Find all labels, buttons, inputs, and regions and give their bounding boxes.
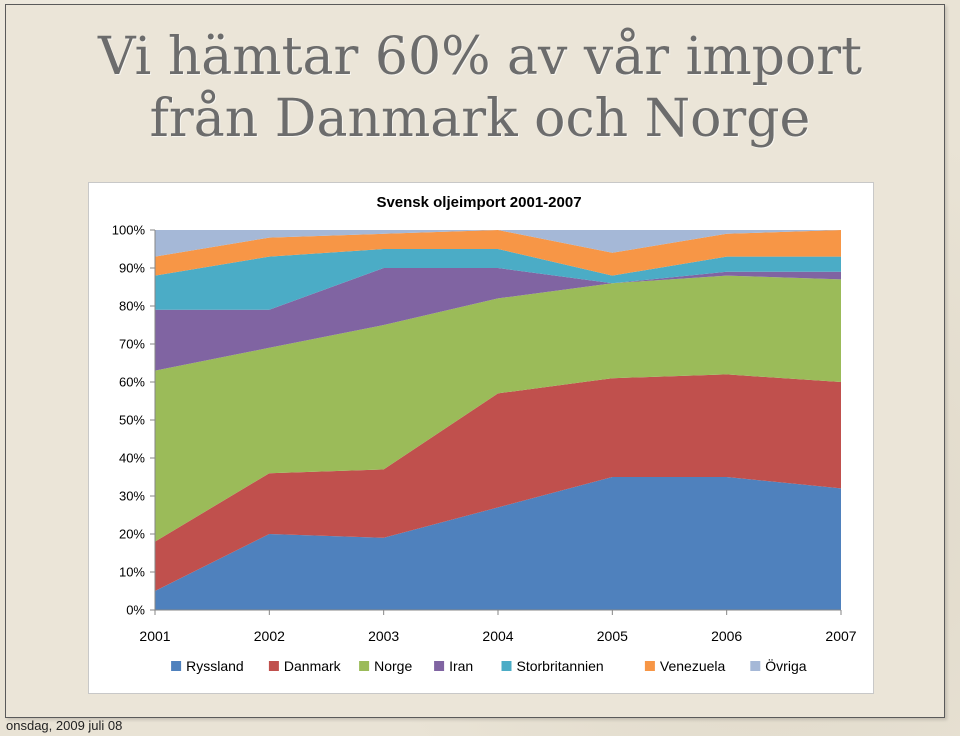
slide-title: Vi hämtar 60% av vår import från Danmark… [20,26,940,150]
legend-item-norge: Norge [359,658,412,674]
legend-item-ryssland: Ryssland [171,658,244,674]
legend-label: Iran [449,658,473,674]
legend-item-danmark: Danmark [268,658,342,674]
area-iran [155,268,841,371]
y-tick-label: 10% [119,565,145,580]
legend-label: Danmark [284,658,342,674]
legend-label: Norge [374,658,412,674]
slide-title-line-2: från Danmark och Norge [149,89,811,149]
chart-areas [155,230,841,610]
y-tick-label: 100% [112,223,146,238]
y-tick-label: 30% [119,489,145,504]
y-tick-label: 40% [119,451,145,466]
y-tick-label: 50% [119,413,145,428]
legend-item-storbritannien: Storbritannien [501,658,604,674]
x-tick-label: 2004 [482,628,513,644]
x-tick-label: 2002 [254,628,285,644]
footer-date: onsdag, 2009 juli 08 [6,718,123,733]
y-tick-label: 70% [119,337,145,352]
area-norge [155,275,841,542]
legend-item-venezuela: Venezuela [644,658,726,674]
x-tick-label: 2005 [597,628,628,644]
chart-axes: 0% 10% 20% 30% 40% 50% 60% 70% 80% 90% 100% 2001 200… [112,223,857,645]
legend-label: Ryssland [186,658,244,674]
legend-swatch [644,661,655,671]
y-tick-label: 60% [119,375,145,390]
x-tick-label: 2001 [139,628,170,644]
y-tick-label: 20% [119,527,145,542]
area-ovriga [155,230,841,257]
y-tick-label: 80% [119,299,145,314]
y-tick-label: 0% [126,603,145,618]
legend-swatch [171,661,182,671]
area-venezuela [155,230,841,276]
legend-label: Övriga [765,657,806,674]
area-danmark [155,374,841,591]
legend-item-iran: Iran [434,658,473,674]
area-storbritannien [155,249,841,310]
legend-item-ovriga: Övriga [750,657,807,674]
legend-swatch [268,661,279,671]
chart-svg: Svensk oljeimport 2001-2007 0% 10% 20% 30% 4… [112,194,857,674]
legend-label: Venezuela [660,658,726,674]
chart-legend: Ryssland Danmark Norge Iran Storbritannien Ve… [171,657,807,674]
x-tick-label: 2003 [368,628,399,644]
legend-swatch [501,661,512,671]
chart-title: Svensk oljeimport 2001-2007 [376,194,581,211]
legend-swatch [750,661,761,671]
y-tick-label: 90% [119,261,145,276]
legend-label: Storbritannien [517,658,604,674]
slide-title-line-1: Vi hämtar 60% av vår import [98,27,862,87]
chart-container: Svensk oljeimport 2001-2007 0% 10% 20% 30% 4… [88,182,874,694]
legend-swatch [359,661,370,671]
legend-swatch [434,661,445,671]
x-tick-label: 2007 [825,628,856,644]
area-ryssland [155,477,841,610]
x-tick-label: 2006 [711,628,742,644]
